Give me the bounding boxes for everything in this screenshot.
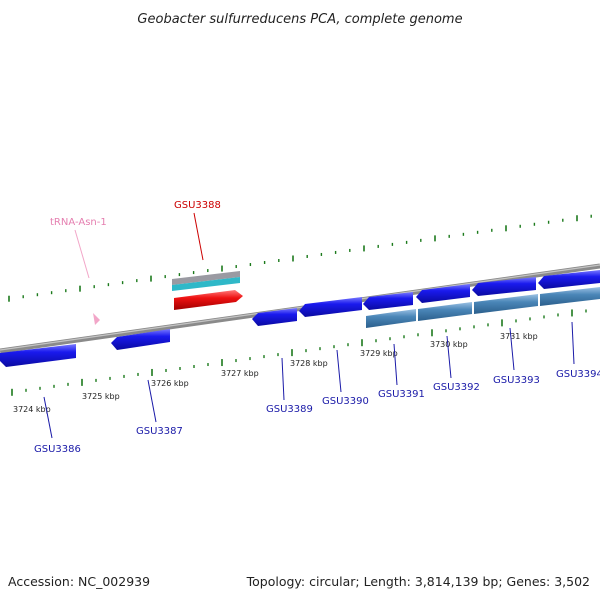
dna-backbone-highlight xyxy=(0,264,600,351)
gene-arrow-gsu3392 xyxy=(416,284,470,303)
gene-label-gsu3394[interactable]: GSU3394 xyxy=(556,369,600,380)
trna-marker xyxy=(93,313,100,325)
gene-leader-line xyxy=(446,335,452,379)
trna-leader-line xyxy=(74,229,90,279)
kbp-label: 3724 kbp xyxy=(13,405,51,414)
gene-feature-gsu3392[interactable]: GSU3392 xyxy=(416,284,480,393)
gene-leader-line xyxy=(193,212,204,261)
gene-arrow-gsu3394 xyxy=(538,270,600,289)
gene-feature-gsu3389[interactable]: GSU3389 xyxy=(252,308,313,415)
gene-label-gsu3393[interactable]: GSU3393 xyxy=(493,375,540,386)
feature-track-gray xyxy=(172,271,240,285)
gene-label-gsu3392[interactable]: GSU3392 xyxy=(433,382,480,393)
gene-label-gsu3391[interactable]: GSU3391 xyxy=(378,389,425,400)
kbp-label: 3729 kbp xyxy=(360,349,398,358)
gene-arrow-gsu3390 xyxy=(299,297,362,317)
kbp-label: 3726 kbp xyxy=(151,379,189,388)
gene-leader-line xyxy=(281,357,285,401)
trna-feature[interactable]: tRNA-Asn-1 xyxy=(50,217,107,325)
gene-arrow-gsu3391 xyxy=(363,292,413,310)
topology-summary: Topology: circular; Length: 3,814,139 bp… xyxy=(246,574,590,589)
gene-label-gsu3388[interactable]: GSU3388 xyxy=(174,200,221,211)
gene-feature-gsu3394[interactable]: GSU3394 xyxy=(538,270,600,380)
gene-label-gsu3386[interactable]: GSU3386 xyxy=(34,444,81,455)
gene-arrow-gsu3386 xyxy=(0,344,76,367)
minus-strand-genes: GSU3386 GSU3387 GSU3389 GSU3390 GSU3391 … xyxy=(0,270,600,455)
gene-leader-line xyxy=(43,396,53,439)
gene-label-gsu3390[interactable]: GSU3390 xyxy=(322,396,369,407)
operon-block xyxy=(366,309,416,328)
gene-arrow-gsu3389 xyxy=(252,308,297,326)
gene-feature-gsu3388[interactable]: GSU3388 xyxy=(172,200,243,310)
gene-arrow-gsu3388 xyxy=(174,290,243,310)
gene-arrow-gsu3387 xyxy=(111,329,170,350)
tick-track-upper xyxy=(8,214,592,302)
kbp-label: 3731 kbp xyxy=(500,332,538,341)
operon-block xyxy=(474,294,538,314)
gene-feature-gsu3386[interactable]: GSU3386 xyxy=(0,344,81,455)
gene-leader-line xyxy=(571,321,575,365)
operon-block xyxy=(540,287,600,306)
gene-leader-line xyxy=(336,349,342,393)
gene-label-gsu3389[interactable]: GSU3389 xyxy=(266,404,313,415)
kbp-label: 3728 kbp xyxy=(290,359,328,368)
kbp-label: 3727 kbp xyxy=(221,369,259,378)
gene-arrow-gsu3393 xyxy=(472,277,536,296)
gene-leader-line xyxy=(147,379,157,423)
gene-leader-line xyxy=(509,327,515,371)
gene-feature-gsu3390[interactable]: GSU3390 xyxy=(299,297,369,407)
gene-label-gsu3387[interactable]: GSU3387 xyxy=(136,426,183,437)
feature-track-teal xyxy=(172,277,240,291)
map-title: Geobacter sulfurreducens PCA, complete g… xyxy=(137,12,462,27)
operon-track xyxy=(366,287,600,328)
tick-track-lower xyxy=(11,309,587,396)
gene-feature-gsu3387[interactable]: GSU3387 xyxy=(111,329,183,437)
operon-block xyxy=(418,302,472,321)
dna-backbone xyxy=(0,263,600,354)
accession-text: Accession: NC_002939 xyxy=(8,574,150,589)
gene-leader-line xyxy=(393,343,398,386)
gene-feature-gsu3391[interactable]: GSU3391 xyxy=(363,292,425,400)
kbp-label: 3730 kbp xyxy=(430,340,468,349)
kbp-label: 3725 kbp xyxy=(82,392,120,401)
gene-feature-gsu3393[interactable]: GSU3393 xyxy=(472,277,540,386)
trna-label[interactable]: tRNA-Asn-1 xyxy=(50,217,107,228)
